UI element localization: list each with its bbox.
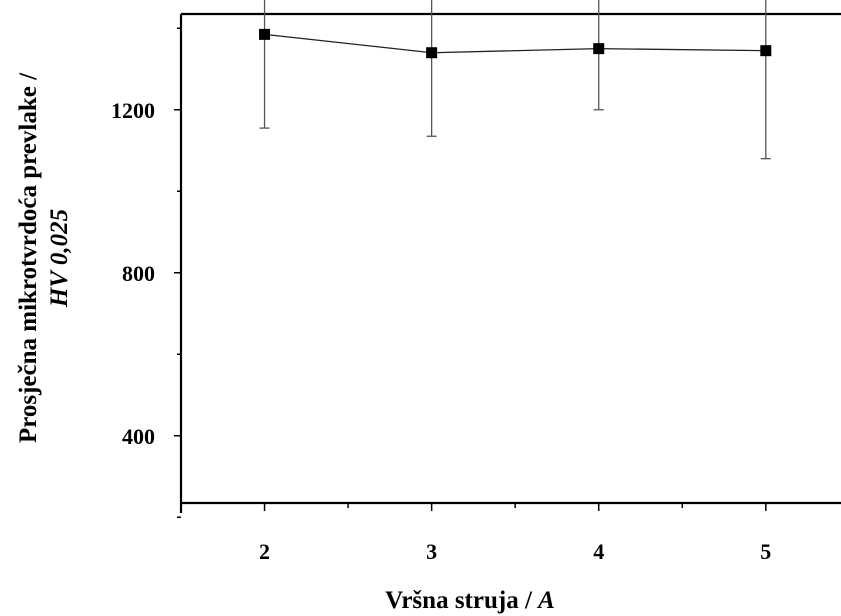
plot-frame [179,12,841,513]
y-axis-title-line2: HV 0,025 [46,209,73,308]
y-axis-title-second-line: HV 0,025 [46,209,73,308]
y-axis-title-line1: Prosječna mikrotvrdoća prevlake / [15,72,42,443]
series-layer [259,0,772,160]
data-point-marker [426,47,438,59]
x-axis-title-text: Vršna struja / [385,587,538,614]
y-tick-label: 400 [122,424,155,449]
x-tick-label: 4 [593,539,604,564]
y-tick-label: 800 [122,261,155,286]
data-point-marker [259,28,271,40]
x-tick-label: 3 [426,539,437,564]
data-point-marker [760,45,772,57]
x-axis-title: Vršna struja / A [385,587,555,614]
y-tick-label: 1200 [111,98,155,123]
y-axis-title: Prosječna mikrotvrdoća prevlake / [15,72,42,443]
x-axis-title-unit: A [536,587,555,614]
x-tick-label: 2 [259,539,270,564]
x-axis-ticks: 2 3 4 5 [180,503,771,564]
x-tick-label: 5 [760,539,771,564]
y-axis-ticks: 40080012001600 [111,27,181,519]
series-line [264,33,766,54]
data-point-marker [593,43,605,55]
